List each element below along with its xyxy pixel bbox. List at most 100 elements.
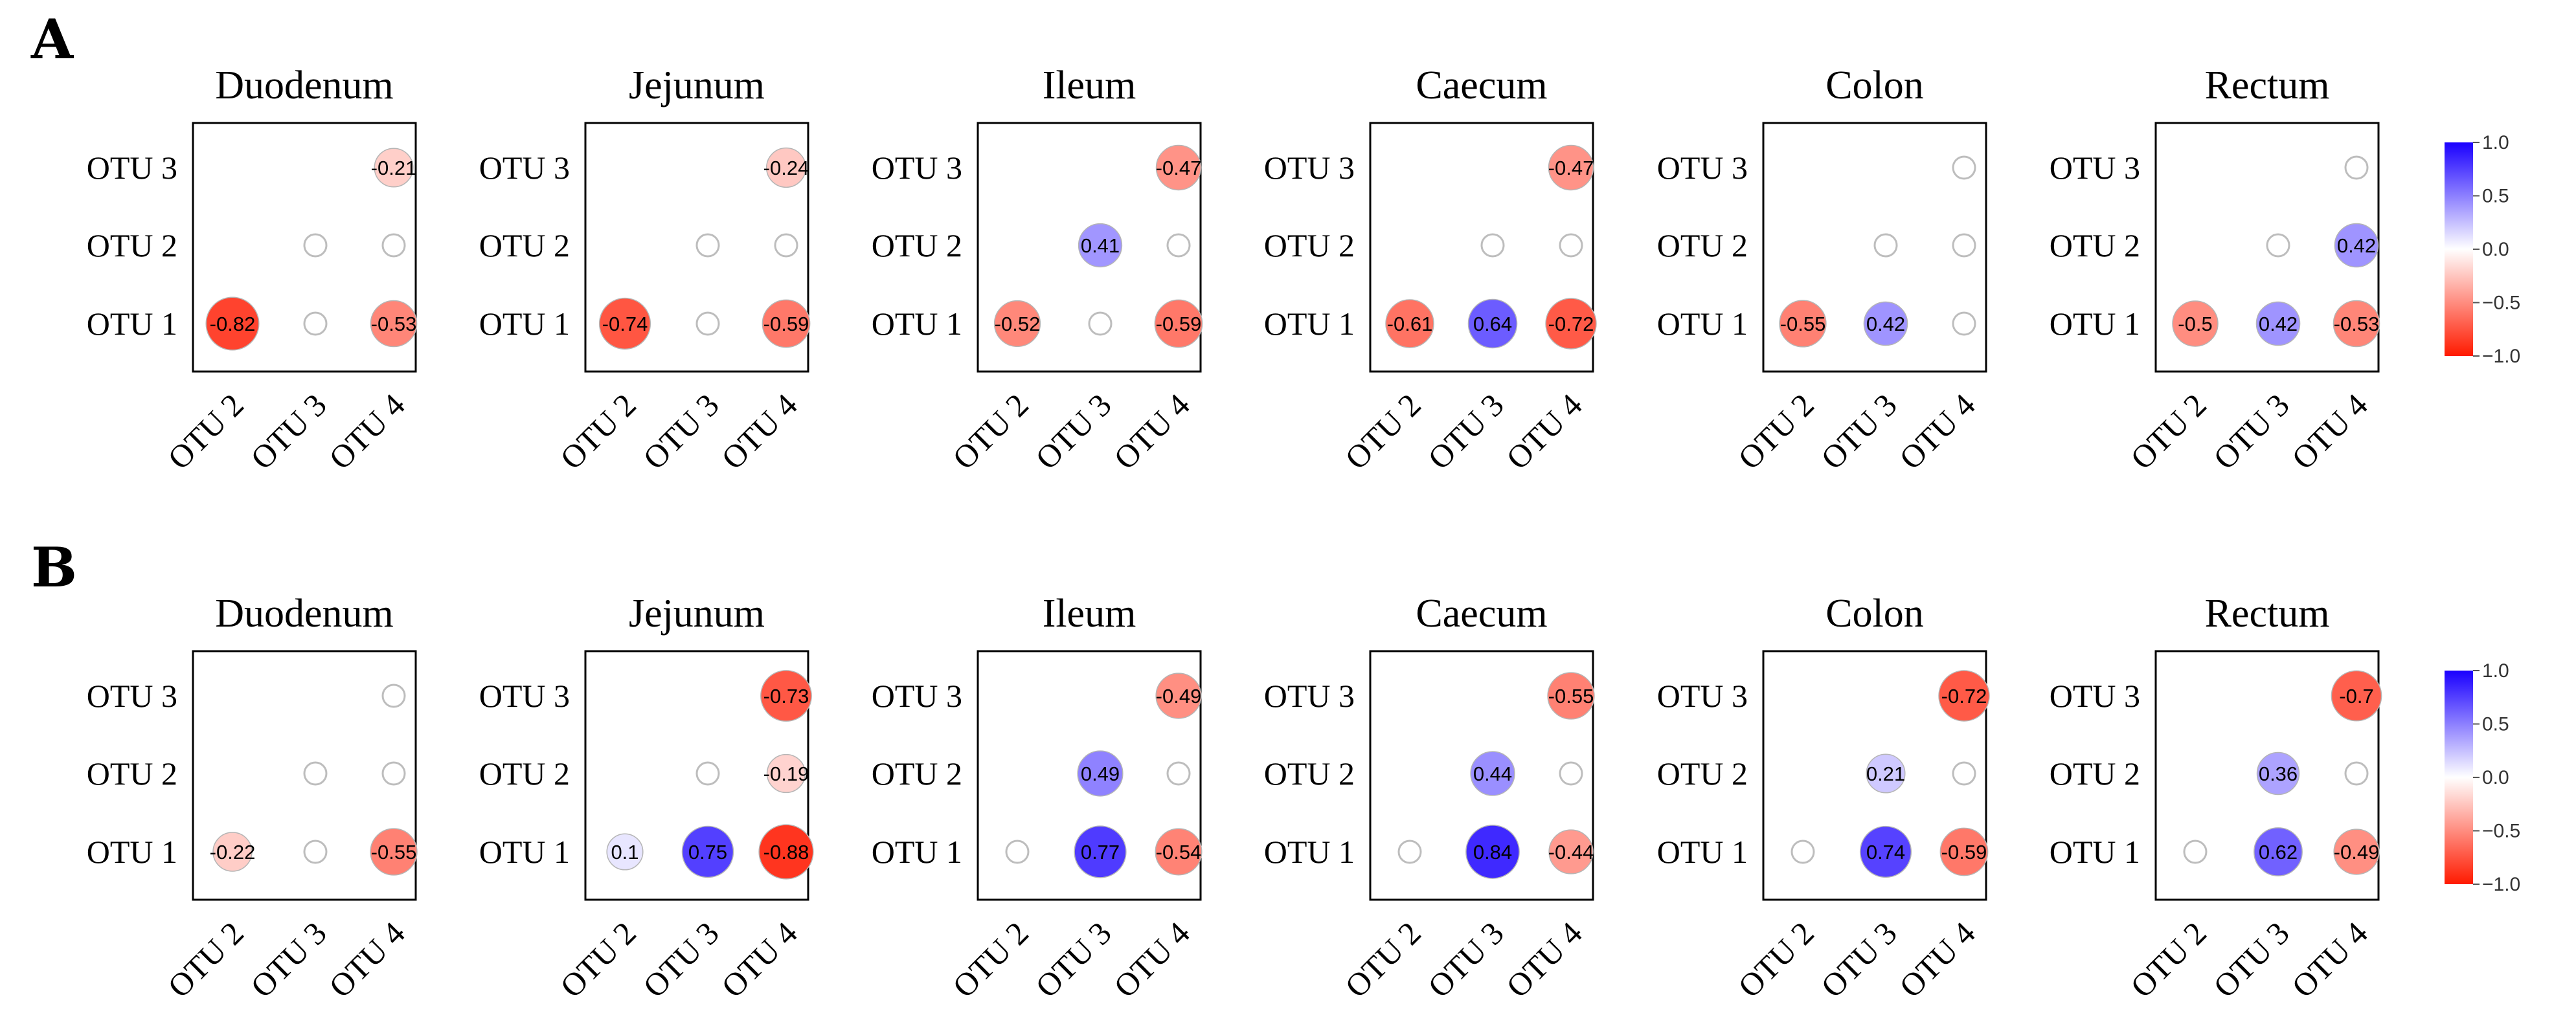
correlation-value: -0.44 [1548, 841, 1594, 863]
row-label: OTU 1 [1264, 306, 1355, 342]
correlation-value: -0.59 [763, 313, 809, 335]
column-label: OTU 3 [1814, 386, 1904, 476]
column-label: OTU 4 [1499, 386, 1589, 476]
legend-tick-label: −1.0 [2482, 874, 2520, 895]
correlation-value: -0.72 [1941, 685, 1987, 707]
empty-cell-marker [1005, 840, 1030, 864]
correlation-value: -0.47 [1548, 157, 1594, 179]
tissue-title: Ileum [1043, 592, 1136, 636]
correlation-value: -0.59 [1156, 313, 1202, 335]
correlation-circle [1154, 299, 1203, 348]
column-label: OTU 4 [322, 915, 412, 1005]
correlation-value: -0.5 [2178, 313, 2212, 335]
tissue-title: Jejunum [629, 63, 765, 107]
column-label: OTU 2 [553, 386, 643, 476]
correlation-circle [2334, 223, 2379, 268]
row-label: OTU 1 [87, 306, 177, 342]
correlation-value: -0.19 [763, 762, 809, 785]
correlation-value: -0.59 [1941, 841, 1987, 863]
empty-cell-marker [1559, 761, 1583, 786]
correlation-value: -0.52 [995, 313, 1041, 335]
row-label: OTU 2 [479, 227, 570, 263]
correlation-circle [766, 753, 806, 794]
legend-tick-label: 1.0 [2482, 132, 2509, 153]
correlation-value: -0.55 [371, 841, 417, 863]
column-label: OTU 2 [1338, 386, 1428, 476]
tissue-title: Rectum [2205, 592, 2330, 636]
plot-frame [1369, 650, 1594, 901]
correlation-circle [1467, 298, 1518, 349]
column-label: OTU 3 [2206, 386, 2296, 476]
correlation-circle [1155, 673, 1202, 719]
row-label: OTU 2 [2050, 227, 2140, 263]
column-label: OTU 3 [1421, 386, 1511, 476]
row-label: OTU 2 [87, 227, 177, 263]
tissue-title: Rectum [2205, 63, 2330, 107]
correlation-value: -0.61 [1387, 313, 1433, 335]
correlation-value: 0.62 [2259, 841, 2298, 863]
correlation-value: -0.72 [1548, 313, 1594, 335]
empty-cell-marker [1166, 233, 1191, 258]
column-label: OTU 2 [945, 915, 1035, 1005]
tissue-title: Duodenum [215, 63, 394, 107]
correlation-circle [2331, 670, 2382, 722]
correlation-value: -0.47 [1156, 157, 1202, 179]
column-label: OTU 2 [2123, 915, 2213, 1005]
tissue-title: Jejunum [629, 592, 765, 636]
row-label: OTU 2 [87, 755, 177, 792]
empty-cell-marker [1397, 840, 1422, 864]
column-label: OTU 3 [1028, 386, 1118, 476]
correlation-circle [212, 832, 253, 872]
correlation-circle [1077, 750, 1124, 797]
legend-tick-label: −0.5 [2482, 821, 2520, 842]
empty-cell-marker [1559, 233, 1583, 258]
tissue-title: Duodenum [215, 592, 394, 636]
correlation-value: -0.74 [602, 313, 648, 335]
plot-frame [2154, 650, 2380, 901]
empty-cell-marker [2344, 761, 2369, 786]
correlation-value: -0.82 [210, 313, 256, 335]
legend-tick-label: −1.0 [2482, 346, 2520, 367]
row-label: OTU 1 [872, 306, 962, 342]
correlation-circle [2172, 300, 2219, 347]
correlation-value: 0.21 [1866, 762, 1905, 785]
row-label: OTU 1 [479, 306, 570, 342]
correlation-circle [205, 296, 260, 351]
row-label: OTU 3 [2050, 150, 2140, 186]
empty-cell-marker [1166, 761, 1191, 786]
correlation-circle [1859, 825, 1912, 878]
empty-cell-marker [1873, 233, 1898, 258]
column-label: OTU 2 [161, 915, 251, 1005]
correlation-circle [1547, 672, 1595, 720]
column-label: OTU 3 [1421, 915, 1511, 1005]
tissue-title: Caecum [1416, 63, 1547, 107]
correlation-value: -0.73 [763, 685, 809, 707]
correlation-circle [1465, 825, 1520, 879]
plot-frame [1369, 122, 1594, 373]
row-label: OTU 2 [1264, 755, 1355, 792]
correlation-circle [598, 297, 651, 350]
empty-cell-marker [1088, 311, 1113, 336]
correlation-circle [1866, 753, 1906, 794]
correlation-value: 0.74 [1866, 841, 1905, 863]
column-label: OTU 3 [1814, 915, 1904, 1005]
row-label: OTU 3 [2050, 678, 2140, 714]
empty-cell-marker [695, 311, 720, 336]
legend-tick-label: 0.5 [2482, 714, 2509, 735]
plot-frame [192, 122, 417, 373]
row-label: OTU 1 [1264, 834, 1355, 870]
tissue-title: Colon [1825, 63, 1924, 107]
correlation-circle [2256, 751, 2300, 796]
correlation-value: 0.44 [1473, 762, 1512, 785]
correlation-value: -0.55 [1548, 685, 1594, 707]
correlation-circle [681, 825, 734, 878]
empty-cell-marker [1952, 155, 1976, 180]
correlation-value: -0.7 [2339, 685, 2373, 707]
plot-frame [1762, 122, 1987, 373]
correlation-circle [758, 824, 814, 880]
plot-frame [977, 650, 1202, 901]
